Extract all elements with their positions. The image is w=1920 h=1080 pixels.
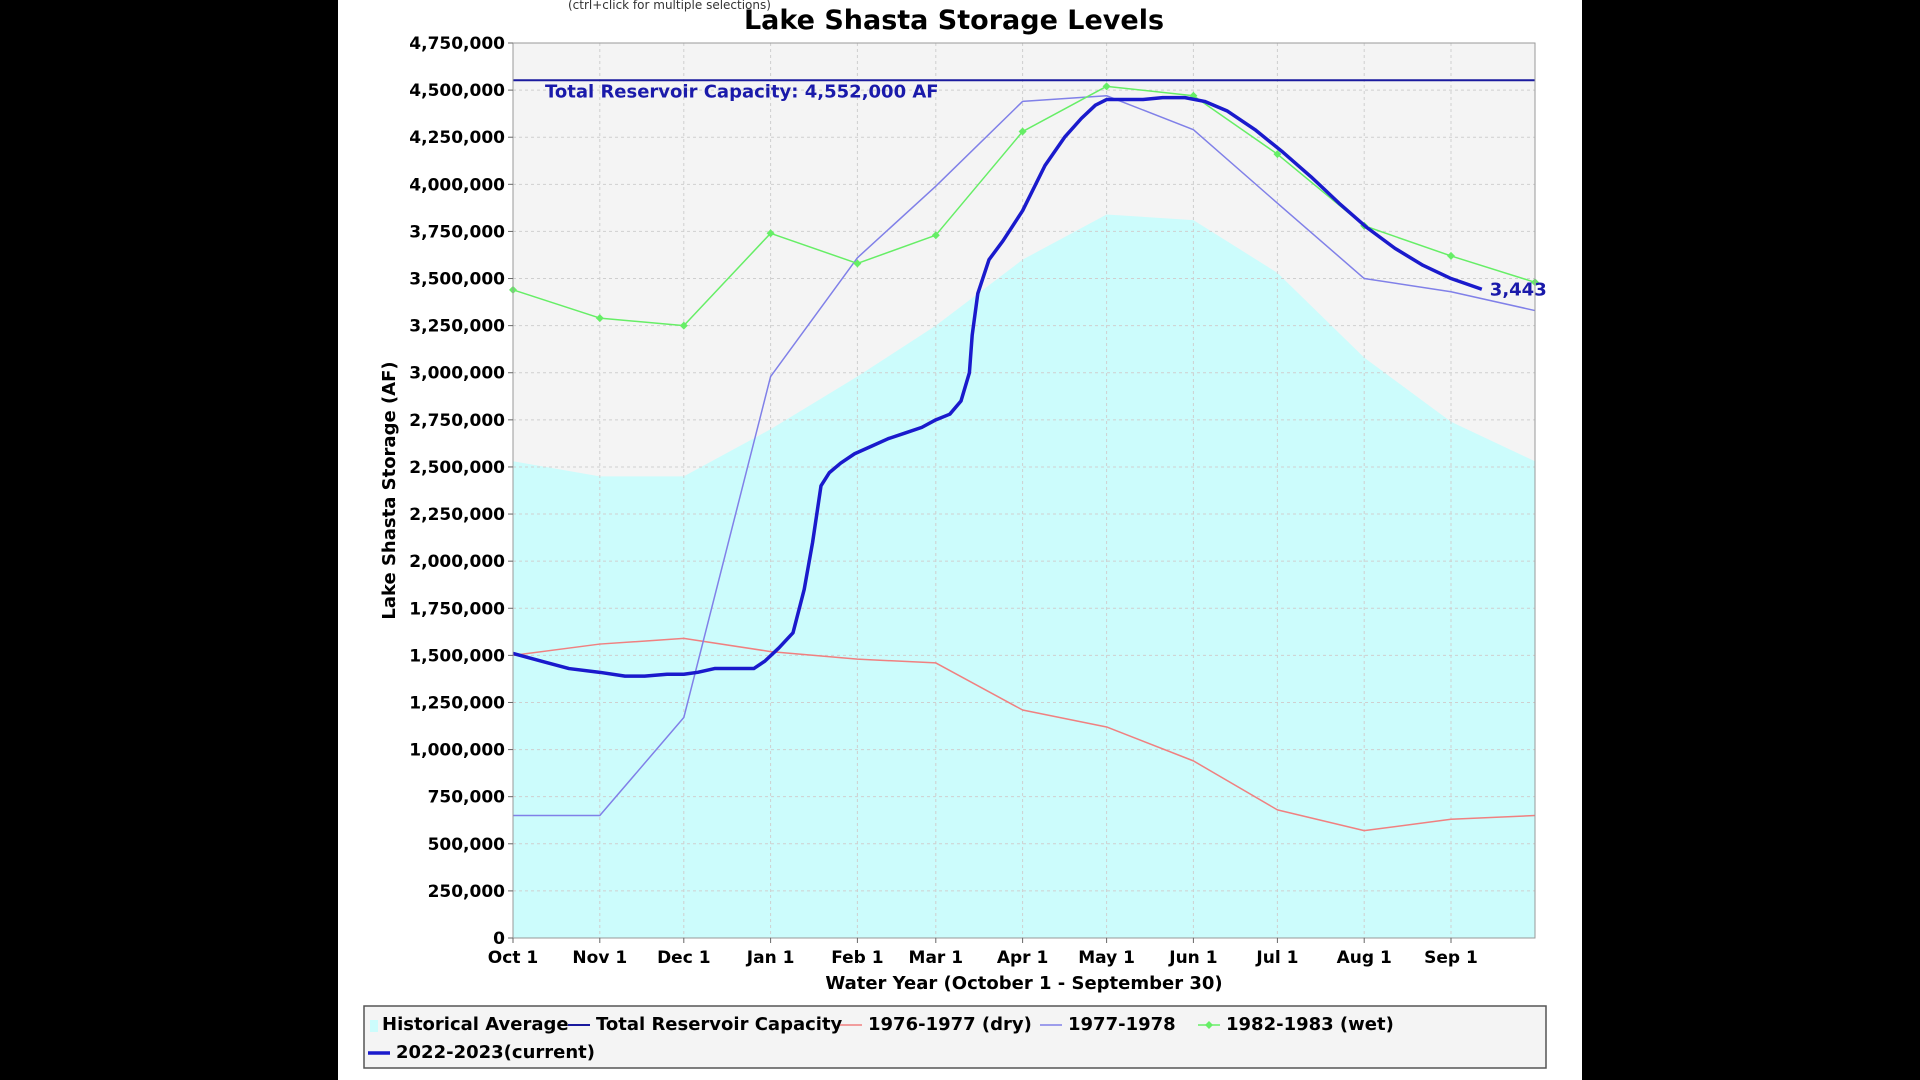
y-tick-label: 4,000,000 <box>409 175 505 195</box>
y-tick-label: 3,750,000 <box>409 222 505 242</box>
legend-label: 2022-2023(current) <box>396 1042 595 1063</box>
legend-label: 1976-1977 (dry) <box>868 1014 1032 1035</box>
y-tick-label: 4,500,000 <box>409 81 505 101</box>
capacity-layer: Total Reservoir Capacity: 4,552,000 AF <box>513 79 1535 102</box>
legend-item[interactable]: 1977-1978 <box>1040 1014 1176 1035</box>
legend-label: 1982-1983 (wet) <box>1226 1014 1394 1035</box>
y-tick-label: 500,000 <box>428 835 506 855</box>
plot-border <box>512 42 1536 939</box>
selection-hint: (ctrl+click for multiple selections) <box>568 0 771 12</box>
legend-label: Total Reservoir Capacity <box>596 1014 843 1035</box>
series-marker-1982-1983-wet <box>1102 82 1111 91</box>
y-tick-label: 1,500,000 <box>409 646 505 666</box>
chart-title: Lake Shasta Storage Levels <box>744 5 1164 36</box>
x-tick-label: Jun 1 <box>1168 948 1217 968</box>
legend-swatch <box>370 1020 378 1032</box>
legend[interactable]: Historical Average Total Reservoir Capaci… <box>363 1005 1547 1069</box>
x-axis-title: Water Year (October 1 - September 30) <box>825 973 1222 994</box>
series-lines-layer: 3,443 <box>509 82 1547 832</box>
y-tick-label: 1,000,000 <box>409 741 505 761</box>
storage-chart: (ctrl+click for multiple selections) Lak… <box>363 0 1547 1069</box>
legend-item[interactable]: 2022-2023(current) <box>368 1042 595 1063</box>
x-tick-label: Jan 1 <box>746 948 795 968</box>
series-marker-1982-1983-wet <box>1018 127 1027 136</box>
x-tick-label: Aug 1 <box>1337 948 1392 968</box>
current-value-label: 3,443 <box>1490 279 1547 300</box>
series-line-1977-1978 <box>513 95 1536 817</box>
legend-item[interactable]: Historical Average <box>370 1014 569 1035</box>
y-tick-label: 3,500,000 <box>409 270 505 290</box>
y-tick-label: 4,750,000 <box>409 34 505 54</box>
legend-items: Historical Average Total Reservoir Capaci… <box>368 1014 1394 1063</box>
legend-box <box>363 1005 1547 1069</box>
x-tick-label: Nov 1 <box>572 948 627 968</box>
series-line-1976-1977-dry <box>512 637 1536 832</box>
series-line-2022-2023-current <box>512 95 1483 678</box>
y-axis-ticks: 0 250,000 500,000 750,000 1,000,000 1,250,000… <box>409 34 513 949</box>
y-tick-label: 2,250,000 <box>409 505 505 525</box>
x-tick-label: Jul 1 <box>1255 948 1298 968</box>
legend-label: 1977-1978 <box>1068 1014 1176 1035</box>
historical-average-area <box>513 214 1535 939</box>
series-marker-1982-1983-wet <box>931 231 940 240</box>
y-axis-title: Lake Shasta Storage (AF) <box>379 361 400 619</box>
x-tick-label: Mar 1 <box>909 948 964 968</box>
x-tick-label: Feb 1 <box>831 948 883 968</box>
capacity-label: Total Reservoir Capacity: 4,552,000 AF <box>545 81 939 102</box>
y-tick-label: 0 <box>493 929 505 949</box>
y-tick-label: 1,750,000 <box>409 599 505 619</box>
x-tick-label: Oct 1 <box>488 948 538 968</box>
legend-item[interactable]: 1976-1977 (dry) <box>840 1014 1032 1035</box>
series-marker-1982-1983-wet <box>766 229 775 238</box>
series-marker-1982-1983-wet <box>1447 251 1455 260</box>
x-axis-ticks: Oct 1 Nov 1 Dec 1 Jan 1 Feb 1 Mar 1 Apr 1 May 1… <box>488 938 1478 968</box>
x-tick-label: May 1 <box>1078 948 1135 968</box>
y-tick-label: 3,000,000 <box>409 364 505 384</box>
legend-item[interactable]: 1982-1983 (wet) <box>1198 1014 1394 1035</box>
x-tick-label: Sep 1 <box>1424 948 1478 968</box>
area-layer <box>513 214 1535 939</box>
legend-label: Historical Average <box>382 1014 569 1035</box>
y-tick-label: 4,250,000 <box>409 128 505 148</box>
y-tick-label: 3,250,000 <box>409 317 505 337</box>
x-tick-label: Apr 1 <box>997 948 1048 968</box>
legend-item[interactable]: Total Reservoir Capacity <box>568 1014 843 1035</box>
y-tick-label: 250,000 <box>428 882 506 902</box>
y-tick-label: 2,750,000 <box>409 411 505 431</box>
y-tick-label: 1,250,000 <box>409 693 505 713</box>
x-tick-label: Dec 1 <box>657 948 710 968</box>
y-tick-label: 2,500,000 <box>409 458 505 478</box>
y-tick-label: 750,000 <box>428 788 506 808</box>
series-marker-1982-1983-wet <box>853 259 862 268</box>
chart-panel: (ctrl+click for multiple selections) Lak… <box>338 0 1582 1080</box>
series-marker-1982-1983-wet <box>595 314 604 323</box>
legend-marker <box>1205 1021 1213 1029</box>
y-tick-label: 2,000,000 <box>409 552 505 572</box>
series-marker-1982-1983-wet <box>1273 150 1282 159</box>
series-marker-1982-1983-wet <box>679 321 688 330</box>
